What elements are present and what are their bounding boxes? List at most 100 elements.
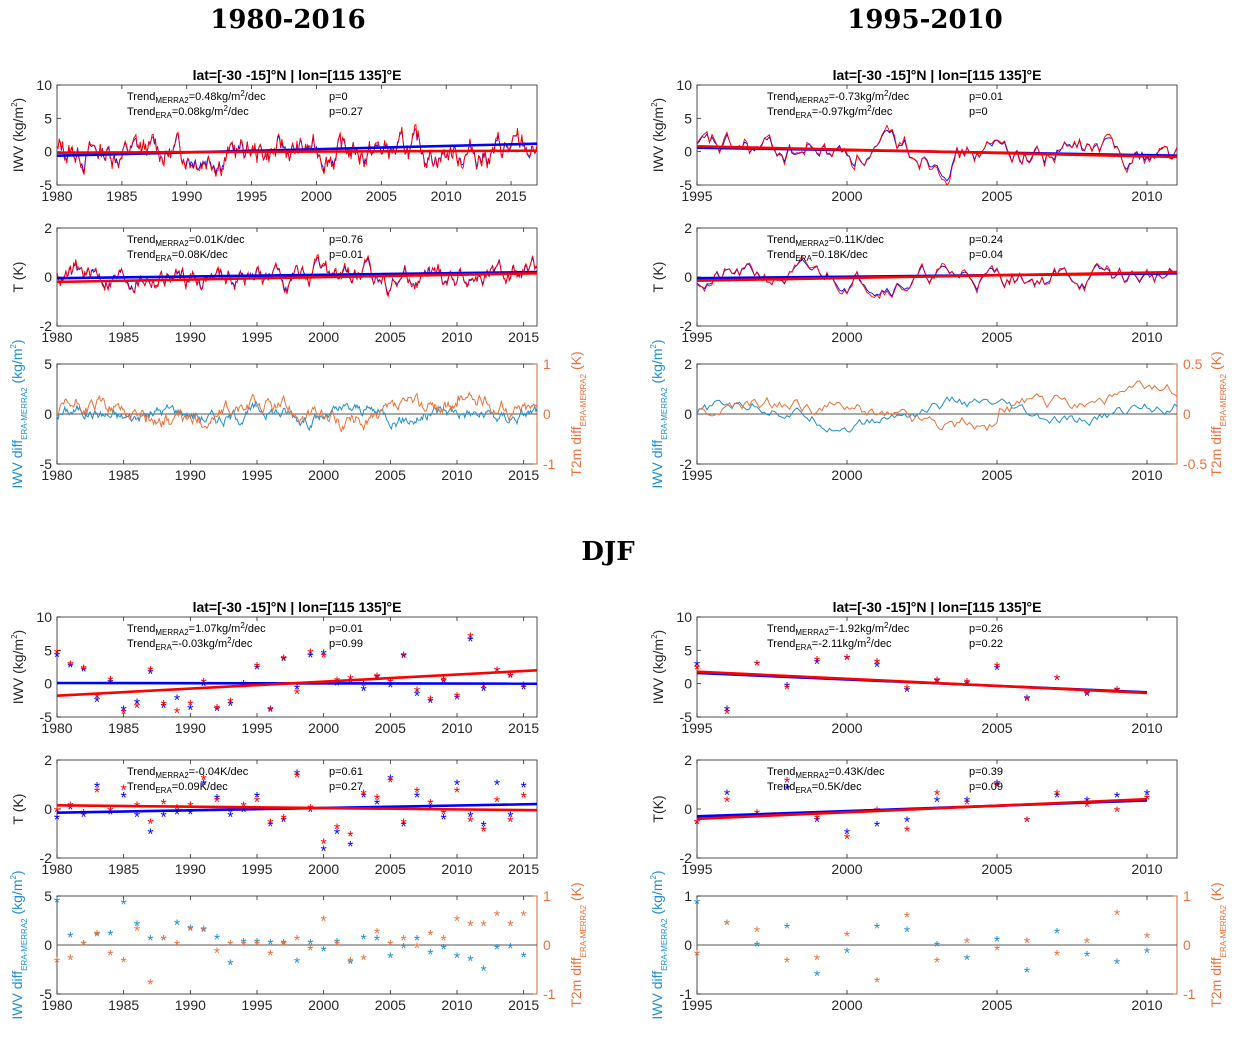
era-marker: * <box>254 795 260 812</box>
x-tick-label: 1995 <box>241 997 272 1013</box>
x-tick-label: 2005 <box>375 467 406 483</box>
p-value-merra2: p=0.01 <box>969 91 1003 103</box>
iwv-diff-marker: * <box>481 963 487 980</box>
era-marker: * <box>521 790 527 807</box>
iwv-diff-marker: * <box>1144 945 1150 962</box>
y-tick-label: 0 <box>44 937 52 953</box>
merra2-marker: * <box>904 685 910 702</box>
t2m-diff-marker: * <box>307 943 313 960</box>
merra2-marker: * <box>507 670 513 687</box>
x-tick-label: 2005 <box>981 720 1012 736</box>
t2m-diff-marker: * <box>481 918 487 935</box>
merra2-marker: * <box>214 703 220 720</box>
era-marker: * <box>347 829 353 846</box>
trend-merra2-annotation: TrendMERRA2=0.01K/dec <box>127 234 245 248</box>
t2m-diff-marker: * <box>254 938 260 955</box>
era-marker: * <box>1054 787 1060 804</box>
x-tick-label: 2010 <box>1131 329 1162 345</box>
era-marker: * <box>784 682 790 699</box>
era-marker: * <box>94 691 100 708</box>
t2m-diff-marker: * <box>874 975 880 992</box>
x-tick-label: 2010 <box>1131 997 1162 1013</box>
merra2-marker: * <box>427 802 433 819</box>
era-marker: * <box>321 836 327 853</box>
iwv-diff-marker: * <box>694 896 700 913</box>
iwv-diff-line <box>696 396 1178 433</box>
y-axis-label: IWV (kg/m2) <box>10 630 26 704</box>
merra2-marker: * <box>874 819 880 836</box>
y2-axis-label-t2m-diff: T2m diffERA-MERRA2 (K) <box>1208 882 1228 1007</box>
merra2-marker: * <box>521 780 527 797</box>
era-marker: * <box>214 702 220 719</box>
y2-tick-label: -1 <box>1183 986 1196 1002</box>
era-trend-line <box>696 670 1148 695</box>
merra2-marker: * <box>254 662 260 679</box>
t2m-diff-marker: * <box>1024 936 1030 953</box>
iwv-diff-marker: * <box>94 929 100 946</box>
y-tick-label: 5 <box>44 110 52 126</box>
x-tick-label: 2005 <box>981 329 1012 345</box>
era-marker: * <box>427 693 433 710</box>
x-tick-label: 2000 <box>831 329 862 345</box>
p-value-merra2: p=0.01 <box>329 623 363 635</box>
era-marker: * <box>481 824 487 841</box>
y-tick-label: 2 <box>44 752 52 768</box>
t2m-diff-marker: * <box>294 933 300 950</box>
era-trend-line <box>56 272 538 284</box>
t2m-diff-marker: * <box>161 933 167 950</box>
column-title-right: 1995-2010 <box>847 5 1003 35</box>
era-marker: * <box>121 707 127 724</box>
merra2-marker: * <box>187 807 193 824</box>
x-tick-label: 2000 <box>831 188 862 204</box>
p-value-merra2: p=0.24 <box>969 234 1003 246</box>
x-tick-label: 2000 <box>308 997 339 1013</box>
era-marker: * <box>507 814 513 831</box>
y-tick-label: 2 <box>684 220 692 236</box>
iwv-diff-marker: * <box>107 928 113 945</box>
merra2-marker: * <box>281 814 287 831</box>
merra2-marker: * <box>1114 790 1120 807</box>
y-tick-label: 5 <box>684 642 692 658</box>
left-diff-panel: 1980 1985 1990 1995 2000 2005 2010 2015 -5 0 5 IWV … <box>9 339 588 488</box>
x-tick-label: 2005 <box>981 997 1012 1013</box>
era-trend-line <box>56 149 538 154</box>
era-series-line <box>56 124 538 177</box>
season-title: DJF <box>581 537 635 567</box>
x-tick-label: 2000 <box>301 188 332 204</box>
merra2-marker: * <box>481 819 487 836</box>
iwv-diff-marker: * <box>874 921 880 938</box>
era-marker: * <box>467 814 473 831</box>
t2m-diff-marker: * <box>214 945 220 962</box>
x-tick-label: 2015 <box>508 997 539 1013</box>
x-tick-label: 2010 <box>1131 861 1162 877</box>
x-tick-label: 2005 <box>375 861 406 877</box>
merra2-marker: * <box>94 695 100 712</box>
t2m-diff-line <box>56 390 538 433</box>
merra2-marker: * <box>321 647 327 664</box>
right-diff-panel: 1995 2000 2005 2010 -2 0 2 IWV diffERA-MERRA2 (… <box>649 339 1228 488</box>
era-marker: * <box>134 701 140 718</box>
iwv-diff-marker: * <box>374 933 380 950</box>
era-marker: * <box>54 647 60 664</box>
x-tick-label: 2015 <box>508 861 539 877</box>
t2m-diff-marker: * <box>1114 908 1120 925</box>
merra2-marker: * <box>1024 814 1030 831</box>
t2m-diff-marker: * <box>1144 931 1150 948</box>
trend-merra2-annotation: TrendMERRA2=0.48kg/m2/dec <box>127 89 266 105</box>
era-marker: * <box>267 705 273 722</box>
trend-merra2-annotation: TrendMERRA2=-1.92kg/m2/dec <box>767 621 910 637</box>
iwv-diff-marker: * <box>67 930 73 947</box>
t2m-diff-marker: * <box>1084 936 1090 953</box>
merra2-marker: * <box>694 659 700 676</box>
y-tick-label: 5 <box>684 110 692 126</box>
iwv-diff-marker: * <box>147 933 153 950</box>
x-tick-label: 1985 <box>108 861 139 877</box>
y2-tick-label: 1 <box>1183 888 1191 904</box>
y-tick-label: -2 <box>40 850 53 866</box>
y-tick-label: -5 <box>40 177 53 193</box>
iwv-diff-marker: * <box>401 941 407 958</box>
y-tick-label: 0 <box>44 406 52 422</box>
x-tick-label: 2005 <box>375 720 406 736</box>
t2m-diff-marker: * <box>54 955 60 972</box>
x-tick-label: 1980 <box>41 467 72 483</box>
